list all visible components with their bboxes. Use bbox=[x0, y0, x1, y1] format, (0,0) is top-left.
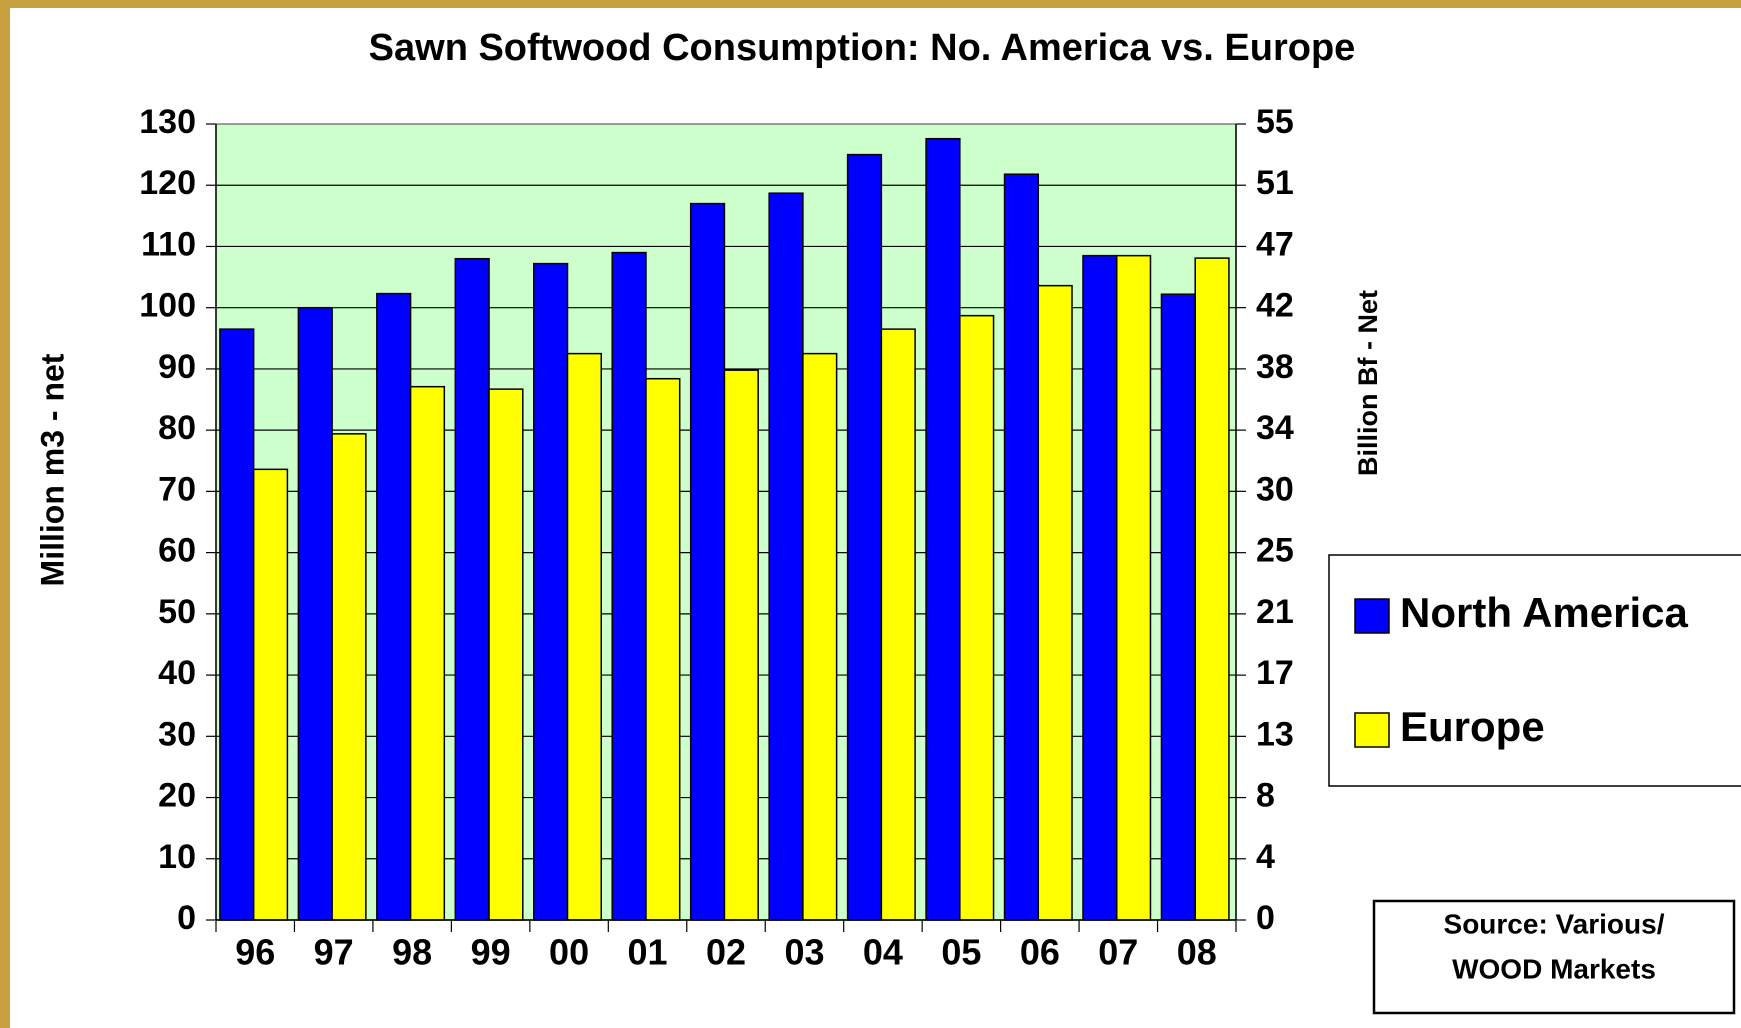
bar bbox=[645, 377, 681, 921]
y2-tick-label: 25 bbox=[1256, 532, 1294, 570]
y-tick-label: 30 bbox=[158, 715, 196, 753]
y2-tick-label: 42 bbox=[1256, 287, 1294, 325]
bar bbox=[723, 369, 759, 921]
y-tick-label: 130 bbox=[139, 103, 196, 141]
x-tick-label: 00 bbox=[549, 932, 589, 973]
bar bbox=[689, 202, 726, 921]
bar bbox=[566, 352, 602, 921]
y2-tick-label: 21 bbox=[1256, 593, 1294, 631]
legend-box bbox=[1328, 554, 1741, 787]
y2-tick-label: 13 bbox=[1256, 715, 1294, 753]
bar bbox=[768, 192, 804, 921]
y-tick-label: 70 bbox=[158, 470, 196, 508]
legend-label: North America bbox=[1400, 589, 1688, 636]
x-tick-label: 01 bbox=[628, 932, 668, 973]
bar bbox=[1037, 284, 1073, 921]
bar bbox=[533, 262, 569, 921]
x-tick-label: 06 bbox=[1020, 932, 1060, 973]
y2-tick-label: 0 bbox=[1256, 899, 1275, 937]
y2-tick-label: 55 bbox=[1256, 103, 1294, 141]
bar bbox=[846, 153, 883, 921]
bar bbox=[219, 328, 255, 921]
bar bbox=[880, 328, 916, 921]
y-axis-title: Million m3 - net bbox=[34, 353, 70, 586]
chart-title: Sawn Softwood Consumption: No. America v… bbox=[369, 27, 1356, 69]
legend-swatch bbox=[1354, 598, 1390, 634]
x-tick-label: 97 bbox=[314, 932, 354, 973]
bar bbox=[611, 251, 647, 921]
bar bbox=[1115, 254, 1152, 921]
legend-swatch bbox=[1354, 712, 1390, 748]
bar bbox=[802, 352, 838, 921]
source-text: Source: Various/ bbox=[1444, 908, 1665, 939]
y-tick-label: 20 bbox=[158, 777, 196, 815]
bar bbox=[1003, 173, 1040, 921]
y-tick-label: 100 bbox=[139, 287, 196, 325]
y-tick-label: 40 bbox=[158, 654, 196, 692]
y2-tick-label: 17 bbox=[1256, 654, 1294, 692]
y-tick-label: 80 bbox=[158, 409, 196, 447]
x-tick-label: 99 bbox=[471, 932, 511, 973]
x-tick-label: 07 bbox=[1098, 932, 1138, 973]
bar bbox=[925, 137, 961, 921]
x-tick-label: 96 bbox=[235, 932, 275, 973]
source-box bbox=[1372, 899, 1736, 1015]
source-text: WOOD Markets bbox=[1452, 953, 1656, 984]
x-tick-label: 98 bbox=[392, 932, 432, 973]
bar bbox=[1160, 293, 1196, 921]
bar bbox=[959, 314, 995, 921]
x-tick-label: 02 bbox=[706, 932, 746, 973]
bar bbox=[376, 292, 412, 921]
y2-tick-label: 38 bbox=[1256, 348, 1294, 386]
y-tick-label: 0 bbox=[177, 899, 196, 937]
y-tick-label: 90 bbox=[158, 348, 196, 386]
plot-area bbox=[206, 123, 1246, 932]
y2-tick-label: 34 bbox=[1256, 409, 1294, 447]
y-tick-label: 60 bbox=[158, 532, 196, 570]
y-tick-label: 110 bbox=[141, 225, 196, 263]
x-tick-label: 04 bbox=[863, 932, 903, 973]
bar bbox=[331, 433, 367, 921]
y-tick-label: 10 bbox=[158, 838, 196, 876]
y2-tick-label: 30 bbox=[1256, 470, 1294, 508]
y2-tick-label: 51 bbox=[1256, 164, 1294, 202]
y2-tick-label: 8 bbox=[1256, 777, 1275, 815]
bar bbox=[409, 385, 446, 921]
bar bbox=[1194, 257, 1230, 921]
y2-axis-title: Billion Bf - Net bbox=[1353, 290, 1383, 476]
x-tick-label: 08 bbox=[1177, 932, 1217, 973]
x-tick-label: 05 bbox=[941, 932, 981, 973]
bar bbox=[252, 468, 289, 921]
y-tick-label: 120 bbox=[139, 164, 196, 202]
y2-tick-label: 47 bbox=[1256, 225, 1294, 263]
y2-tick-label: 4 bbox=[1256, 838, 1275, 876]
y-tick-label: 50 bbox=[158, 593, 196, 631]
legend-label: Europe bbox=[1400, 703, 1545, 750]
bar bbox=[488, 388, 524, 921]
bar bbox=[297, 306, 333, 921]
bar bbox=[1082, 254, 1118, 921]
bar bbox=[454, 257, 490, 921]
x-tick-label: 03 bbox=[784, 932, 824, 973]
